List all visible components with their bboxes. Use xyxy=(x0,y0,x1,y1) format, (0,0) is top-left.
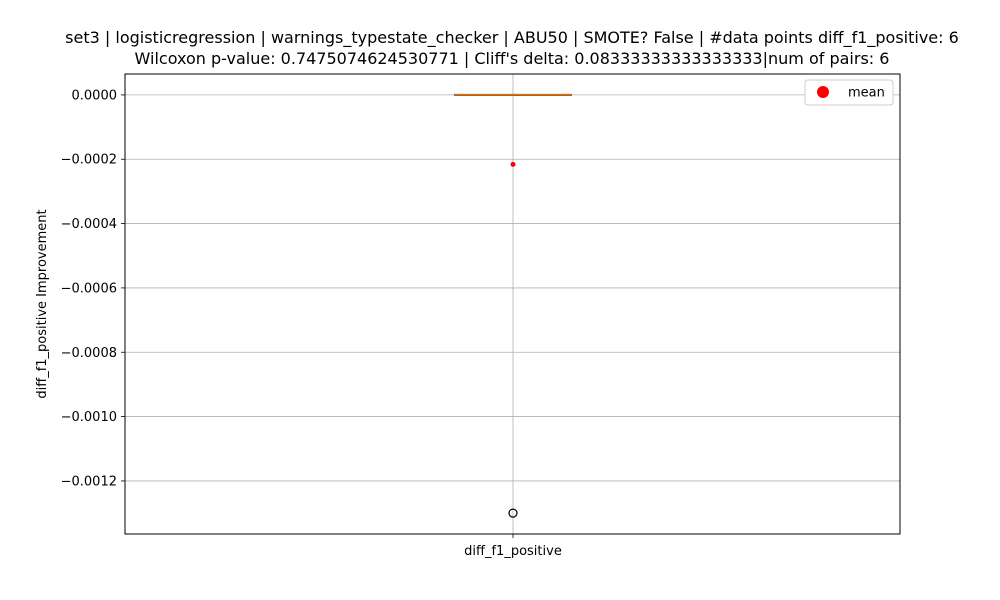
horizontal-gridlines xyxy=(125,94,900,482)
x-tick-label: diff_f1_positive xyxy=(464,544,562,559)
box-plot xyxy=(454,93,572,518)
plot-frame xyxy=(124,73,901,535)
legend-box xyxy=(804,79,894,106)
y-tick-label: −0.0004 xyxy=(61,217,117,232)
chart-title-line-1: set3 | logisticregression | warnings_typ… xyxy=(65,28,959,48)
legend-mean-label: mean xyxy=(848,86,885,101)
y-tick-label: 0.0000 xyxy=(72,88,118,103)
legend: mean xyxy=(804,79,894,106)
legend-mean-marker xyxy=(817,86,829,98)
y-tick-label: −0.0012 xyxy=(61,474,117,489)
y-tick-label: −0.0008 xyxy=(61,346,117,361)
y-tick-label: −0.0010 xyxy=(61,410,117,425)
outlier-point xyxy=(508,508,518,518)
x-axis-ticks: diff_f1_positive xyxy=(464,534,562,559)
plot-area xyxy=(125,74,900,534)
mean-point xyxy=(510,161,516,167)
chart-title-line-2: Wilcoxon p-value: 0.7475074624530771 | C… xyxy=(135,49,890,68)
y-axis-label: diff_f1_positive Improvement xyxy=(35,209,50,398)
y-axis-ticks: 0.0000 −0.0002 −0.0004 −0.0006 −0.0008 −0.001… xyxy=(61,88,125,489)
y-tick-label: −0.0002 xyxy=(61,153,117,168)
y-tick-label: −0.0006 xyxy=(61,281,117,296)
